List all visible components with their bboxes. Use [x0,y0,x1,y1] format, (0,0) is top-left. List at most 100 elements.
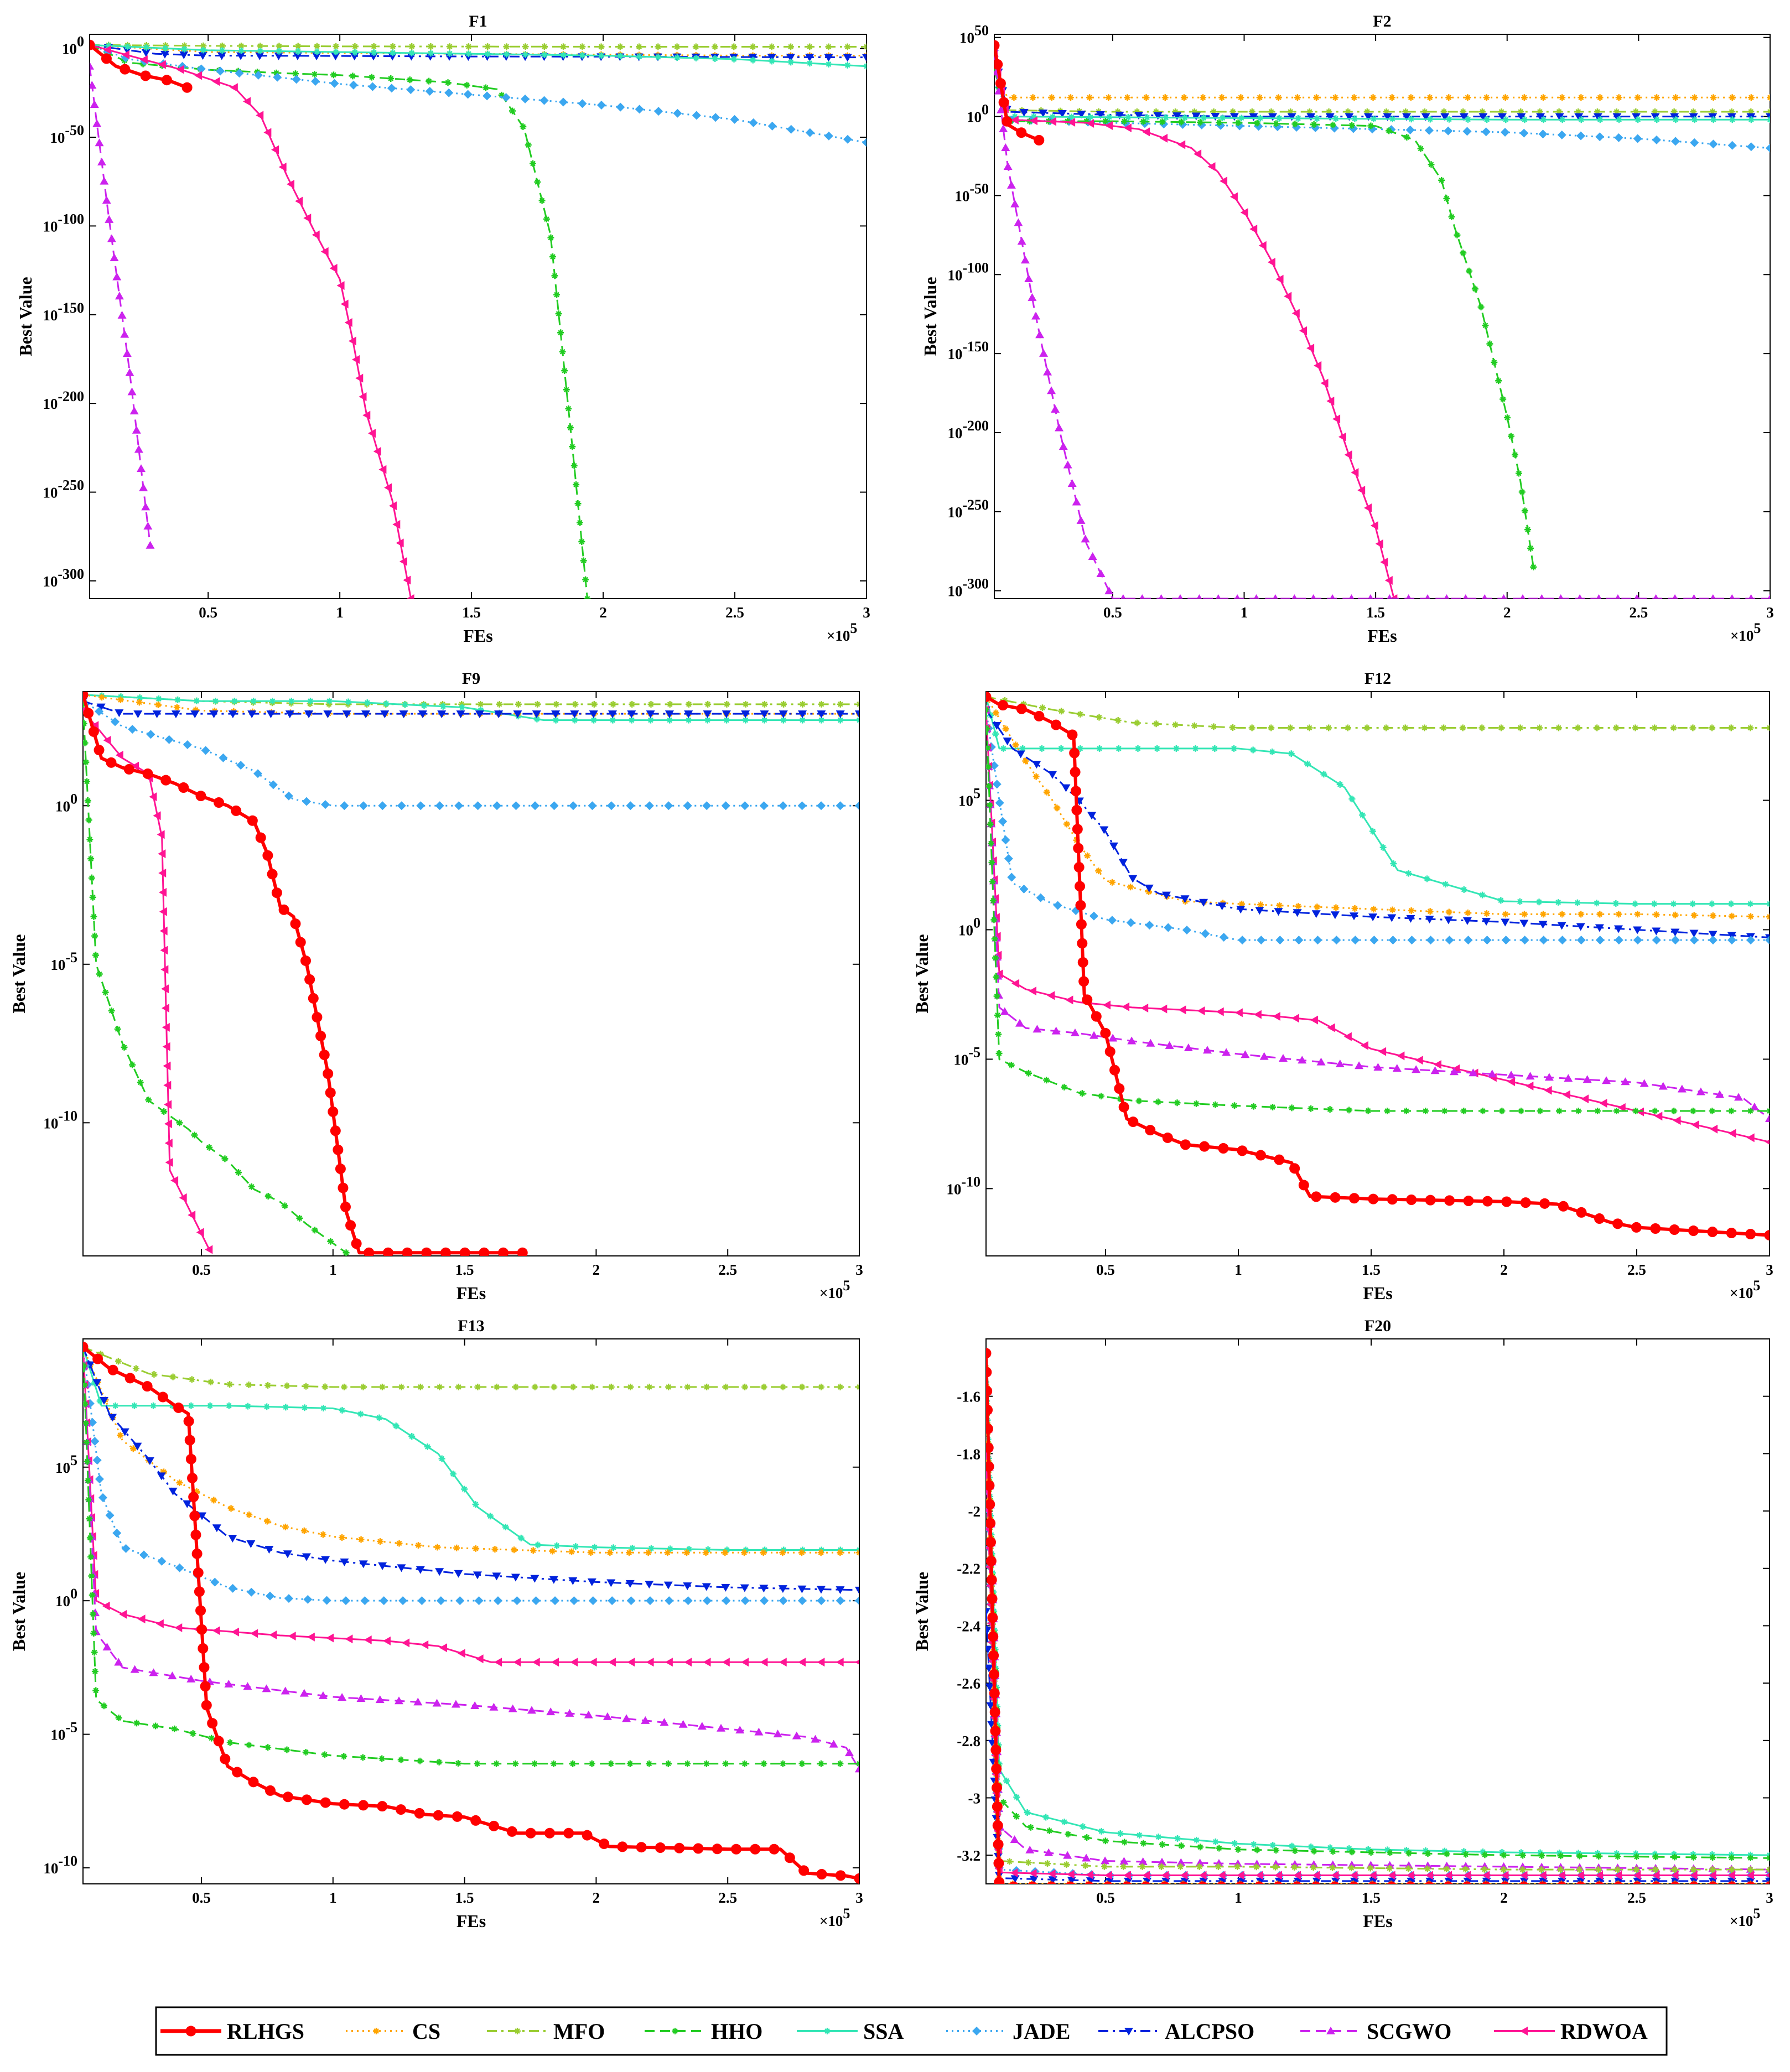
data-point-ssa [590,716,598,724]
data-point-rlhgs [1072,824,1083,835]
data-point-rlhgs [414,1808,425,1819]
data-point-scgwo [1138,1857,1148,1865]
data-point-rdwoa [1351,468,1359,477]
data-point-cs [227,1505,235,1512]
data-point-rdwoa [1306,344,1315,353]
data-point-rlhgs [990,1726,1001,1737]
data-point-rdwoa [1673,1116,1681,1125]
data-point-mfo [749,43,756,50]
data-point-scgwo [281,1686,290,1695]
data-point-mfo [1614,1866,1621,1873]
data-point-rlhgs [854,1873,859,1884]
data-point-rlhgs [988,1631,999,1642]
y-tick-label: 10-10 [43,1853,77,1877]
data-point-ssa [1346,1845,1353,1852]
data-point-cs [1521,94,1528,101]
data-point-rdwoa [1142,1871,1150,1880]
x-tick-label: 1.5 [1362,1889,1381,1906]
data-point-rdwoa [336,281,345,290]
y-tick-label: 10-200 [43,388,84,412]
data-point-scgwo [1063,1851,1072,1859]
data-point-hho [83,1439,90,1446]
data-point-scgwo [141,502,151,511]
data-point-alcpso [1689,929,1699,938]
data-point-jade [1670,936,1680,945]
data-point-alcpso [85,1361,95,1369]
data-point-mfo [1462,1866,1469,1873]
data-point-rlhgs [1444,1881,1453,1884]
data-point-hho [574,500,582,507]
data-point-rdwoa [1267,257,1275,267]
data-point-alcpso [152,710,162,719]
data-point-ssa [1181,114,1189,121]
data-point-ssa [761,1546,769,1554]
data-point-hho [608,1760,615,1767]
data-point-rlhgs [1688,1225,1699,1237]
data-point-hho [92,1687,100,1694]
data-point-scgwo [122,349,132,357]
data-point-mfo [1310,1864,1317,1871]
data-point-hho [387,75,395,82]
data-point-cs [1540,94,1547,101]
data-point-rdwoa [798,1658,806,1667]
data-point-rdwoa [1633,1871,1641,1880]
data-point-scgwo [1634,594,1639,599]
x-tick-label: 2 [593,1889,600,1906]
data-point-scgwo [508,1704,517,1712]
data-point-rlhgs [308,993,319,1004]
data-point-scgwo [1696,1087,1705,1095]
data-point-hho [1193,1100,1200,1107]
data-point-alcpso [1670,113,1679,121]
data-point-rdwoa [1614,1871,1622,1880]
data-point-rlhgs [94,745,105,756]
data-point-ssa [1024,1809,1031,1816]
data-point-scgwo [451,1700,460,1708]
data-point-jade [645,1596,655,1606]
data-point-ssa [219,47,226,54]
data-point-rlhgs [1028,1881,1037,1884]
data-point-jade [266,1591,275,1601]
data-point-rlhgs [282,1791,293,1803]
data-point-hho [1448,213,1455,220]
data-point-hho [1403,134,1410,141]
data-point-mfo [1082,1862,1089,1869]
data-point-alcpso [1444,916,1453,925]
data-point-cs [1218,94,1226,101]
data-point-alcpso [1478,113,1488,121]
data-point-hho [1273,120,1280,127]
x-tick-label: 2 [1500,1261,1508,1278]
data-point-rlhgs [1538,1881,1548,1884]
data-point-ssa [1555,899,1562,906]
data-point-jade [183,740,192,750]
data-point-hho [1083,118,1090,125]
data-point-cs [1105,94,1112,101]
data-point-rlhgs [563,1827,574,1839]
data-point-hho [1481,1851,1488,1858]
data-point-rdwoa [1360,1041,1368,1050]
data-point-jade [473,801,482,811]
data-point-cs [1332,904,1340,911]
data-point-jade [767,121,777,131]
data-point-hho [1652,1853,1659,1861]
data-point-ssa [1479,1848,1486,1856]
data-point-rlhgs [90,39,95,50]
data-point-hho [986,802,993,809]
data-point-hho [226,1739,234,1746]
legend-label: CS [412,2019,440,2044]
data-point-hho [760,1760,767,1767]
data-point-scgwo [546,1707,556,1716]
data-point-ssa [1408,116,1415,123]
data-point-scgwo [117,310,127,319]
data-point-scgwo [1749,594,1754,599]
data-point-jade [1145,921,1154,930]
data-point-hho [531,1760,538,1767]
x-axis-label: FEs [1363,1283,1392,1303]
data-point-scgwo [1583,1075,1592,1083]
data-point-hho [1102,118,1109,125]
data-point-rlhgs [173,1402,184,1413]
y-axis-label: Best Value [920,277,940,356]
data-point-ssa [1370,115,1377,122]
data-point-hho [1253,1846,1260,1853]
plot-frame [82,691,860,1256]
data-point-ssa [1710,116,1717,123]
